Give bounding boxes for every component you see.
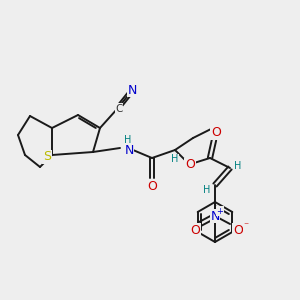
Text: O: O [190,224,200,236]
Text: O: O [233,224,243,236]
Text: C: C [115,104,123,114]
Text: H: H [234,161,242,171]
Text: N: N [124,143,134,157]
Text: O: O [185,158,195,172]
Text: O: O [147,179,157,193]
Text: N: N [127,83,137,97]
Text: N: N [210,209,220,223]
Text: H: H [171,154,179,164]
Text: H: H [124,135,132,145]
Text: +: + [217,206,224,215]
Text: S: S [43,151,51,164]
Text: O: O [211,127,221,140]
Text: ⁻: ⁻ [243,221,249,231]
Text: H: H [203,185,211,195]
